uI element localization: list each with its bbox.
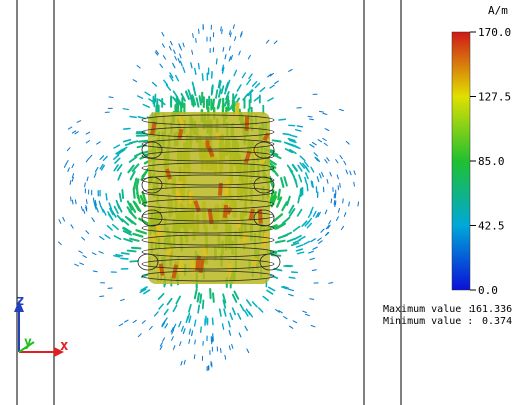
color-bar: A/m 170.0 127.5 85.0 42.5 0.0	[451, 4, 511, 297]
colorbar-tick-label: 170.0	[478, 26, 511, 39]
z-axis-label: z	[16, 293, 24, 309]
x-axis-label: x	[60, 338, 69, 354]
colorbar-tick-label: 85.0	[478, 155, 505, 168]
colorbar-unit: A/m	[488, 4, 508, 17]
colorbar-gradient	[451, 31, 471, 291]
colorbar-tick-label: 42.5	[478, 220, 505, 233]
min-value: 0.374	[482, 316, 513, 327]
y-axis-line	[18, 341, 35, 353]
min-value-label: Minimum value :	[383, 316, 474, 327]
colorbar-tick-label: 0.0	[478, 284, 498, 297]
y-axis-label: y	[24, 335, 32, 350]
x-axis-arrowhead	[54, 347, 64, 357]
max-value-label: Maximum value :	[383, 304, 474, 315]
colorbar-tick-label: 127.5	[478, 91, 511, 104]
coil-body	[137, 102, 281, 284]
z-axis-arrowhead	[14, 300, 24, 312]
axes-triad: z y x	[14, 293, 69, 357]
max-value: 161.336	[470, 304, 513, 315]
